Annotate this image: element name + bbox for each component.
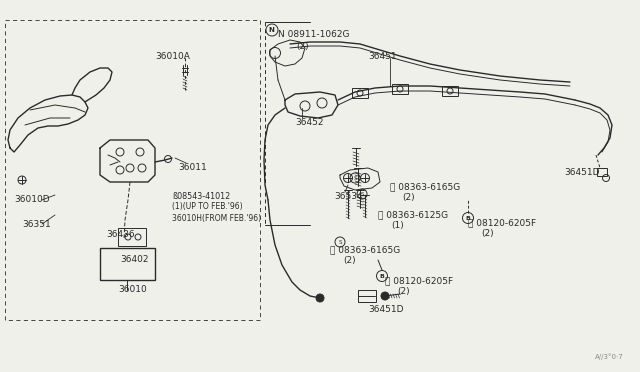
- Text: 36451D: 36451D: [564, 168, 600, 177]
- Text: N: N: [268, 27, 274, 33]
- Text: 36011: 36011: [178, 163, 207, 172]
- Text: (1): (1): [391, 221, 404, 230]
- Text: 36451: 36451: [368, 52, 397, 61]
- Text: A//3°0·7: A//3°0·7: [595, 353, 624, 360]
- Text: S: S: [360, 192, 364, 196]
- FancyBboxPatch shape: [352, 88, 368, 98]
- Text: Ⓢ 08363-6165G: Ⓢ 08363-6165G: [330, 245, 400, 254]
- Text: Ⓑ 08120-6205F: Ⓑ 08120-6205F: [385, 276, 453, 285]
- FancyBboxPatch shape: [392, 84, 408, 94]
- FancyBboxPatch shape: [442, 86, 458, 96]
- Text: N 08911-1062G: N 08911-1062G: [278, 30, 349, 39]
- Text: S: S: [353, 176, 356, 180]
- Text: (2): (2): [296, 42, 308, 51]
- Text: 36452: 36452: [295, 118, 323, 127]
- Text: 36402: 36402: [120, 255, 148, 264]
- Text: Ⓢ 08363-6165G: Ⓢ 08363-6165G: [390, 182, 460, 191]
- Text: (2): (2): [402, 193, 415, 202]
- Text: B: B: [465, 215, 470, 221]
- Circle shape: [381, 292, 389, 300]
- Text: S: S: [339, 240, 342, 244]
- Text: (2): (2): [481, 229, 493, 238]
- Text: B: B: [380, 273, 385, 279]
- Text: 36534: 36534: [334, 192, 363, 201]
- Circle shape: [316, 294, 324, 302]
- Text: (2): (2): [343, 256, 356, 265]
- Text: Ⓢ 08363-6125G: Ⓢ 08363-6125G: [378, 210, 448, 219]
- Text: 36351: 36351: [22, 220, 51, 229]
- Text: 36010H(FROM FEB.'96): 36010H(FROM FEB.'96): [172, 214, 261, 223]
- Text: 36436: 36436: [106, 230, 134, 239]
- Text: 36010A: 36010A: [155, 52, 190, 61]
- Text: ß08543-41012: ß08543-41012: [172, 192, 230, 201]
- Text: (2): (2): [397, 287, 410, 296]
- Text: 36010: 36010: [118, 285, 147, 294]
- Text: (1)(UP TO FEB.'96): (1)(UP TO FEB.'96): [172, 202, 243, 211]
- Text: 36010D: 36010D: [14, 195, 50, 204]
- Text: 36451D: 36451D: [368, 305, 403, 314]
- Text: Ⓑ 08120-6205F: Ⓑ 08120-6205F: [468, 218, 536, 227]
